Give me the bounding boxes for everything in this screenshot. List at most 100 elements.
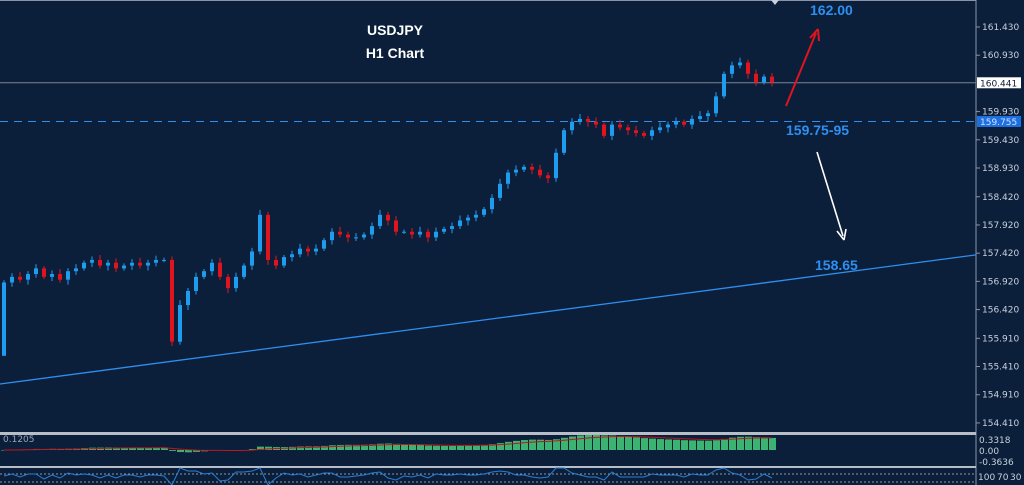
macd-bar — [257, 446, 264, 450]
candle-body — [218, 262, 222, 277]
candle-body — [642, 133, 646, 136]
target-annotation: 162.00 — [810, 2, 853, 18]
macd-bar — [753, 437, 760, 450]
candle — [146, 259, 150, 271]
candle-body — [74, 268, 78, 272]
candle — [218, 257, 222, 280]
macd-bar — [441, 445, 448, 450]
macd-bar — [593, 434, 600, 450]
y-tick-label: 157.420 — [982, 249, 1019, 259]
candle — [226, 273, 230, 294]
candle — [650, 126, 654, 141]
candle — [106, 259, 110, 271]
rsi-tick: 100 — [978, 473, 995, 483]
candle — [394, 216, 398, 236]
candle-body — [210, 262, 214, 272]
candle-body — [18, 276, 22, 280]
candle-body — [530, 166, 534, 170]
candle — [10, 273, 14, 287]
candle-body — [90, 259, 94, 263]
panel-separator[interactable] — [0, 432, 976, 435]
macd-value-label: 0.1205 — [3, 435, 35, 445]
candle-body — [442, 228, 446, 232]
candle — [74, 264, 78, 275]
candle — [610, 120, 614, 141]
candle-body — [50, 274, 54, 277]
candle — [514, 165, 518, 177]
candle — [170, 256, 174, 346]
macd-bar — [497, 443, 504, 450]
candle — [298, 243, 302, 258]
chart-title: USDJPY — [367, 22, 424, 38]
macd-bar — [145, 447, 152, 450]
macd-bar — [313, 446, 320, 450]
candle-body — [658, 127, 662, 131]
macd-bar — [521, 440, 528, 450]
candle — [570, 118, 574, 135]
candle-body — [10, 276, 14, 283]
candle — [522, 164, 526, 172]
candle — [602, 122, 606, 139]
y-tick-label: 157.920 — [982, 221, 1019, 231]
candle-body — [274, 259, 278, 266]
candle — [498, 178, 502, 201]
macd-bar — [553, 439, 560, 450]
candle-body — [66, 271, 70, 280]
candle — [546, 172, 550, 184]
macd-bar — [729, 437, 736, 450]
macd-bar — [529, 439, 536, 450]
candle — [258, 209, 262, 255]
candle-body — [338, 231, 342, 235]
support-annotation: 158.65 — [815, 257, 858, 273]
rsi-line — [3, 467, 773, 485]
macd-bar — [433, 445, 440, 450]
candle — [682, 119, 686, 127]
candle-body — [714, 96, 718, 114]
candle-body — [82, 262, 86, 269]
candle — [714, 92, 718, 117]
candle — [770, 73, 774, 87]
macd-bar — [705, 440, 712, 450]
candle — [362, 232, 366, 240]
candle-body — [626, 127, 630, 131]
candle — [194, 272, 198, 295]
trendline[interactable] — [0, 254, 977, 385]
candle — [98, 254, 102, 269]
candle-body — [514, 169, 518, 173]
candle — [594, 117, 598, 129]
candle — [634, 125, 638, 137]
macd-bar — [473, 445, 480, 450]
candle-body — [698, 116, 702, 119]
candle-body — [162, 259, 166, 261]
candle-body — [538, 169, 542, 176]
candle — [370, 222, 374, 239]
candle-body — [570, 121, 574, 131]
candle — [178, 300, 182, 345]
candle-body — [634, 130, 638, 134]
candle — [450, 222, 454, 234]
candle-body — [762, 76, 766, 83]
candle — [466, 214, 470, 226]
candle-body — [458, 220, 462, 227]
macd-bar — [393, 443, 400, 450]
candle — [162, 257, 166, 263]
candle — [410, 228, 414, 239]
macd-bar — [361, 444, 368, 450]
candle — [58, 269, 62, 283]
candle-body — [106, 262, 110, 266]
panel-separator[interactable] — [0, 466, 976, 468]
candle — [658, 122, 662, 134]
candle — [90, 256, 94, 268]
candle — [754, 69, 758, 86]
candle — [42, 266, 46, 280]
macd-bar — [737, 436, 744, 450]
candle — [458, 215, 462, 230]
chart-shift-marker-icon[interactable] — [771, 0, 779, 5]
candle-body — [346, 234, 350, 238]
y-tick-label: 154.910 — [982, 391, 1019, 401]
candle — [306, 245, 310, 257]
macd-bar — [185, 450, 192, 453]
candle — [642, 130, 646, 139]
candle-body — [410, 231, 414, 235]
